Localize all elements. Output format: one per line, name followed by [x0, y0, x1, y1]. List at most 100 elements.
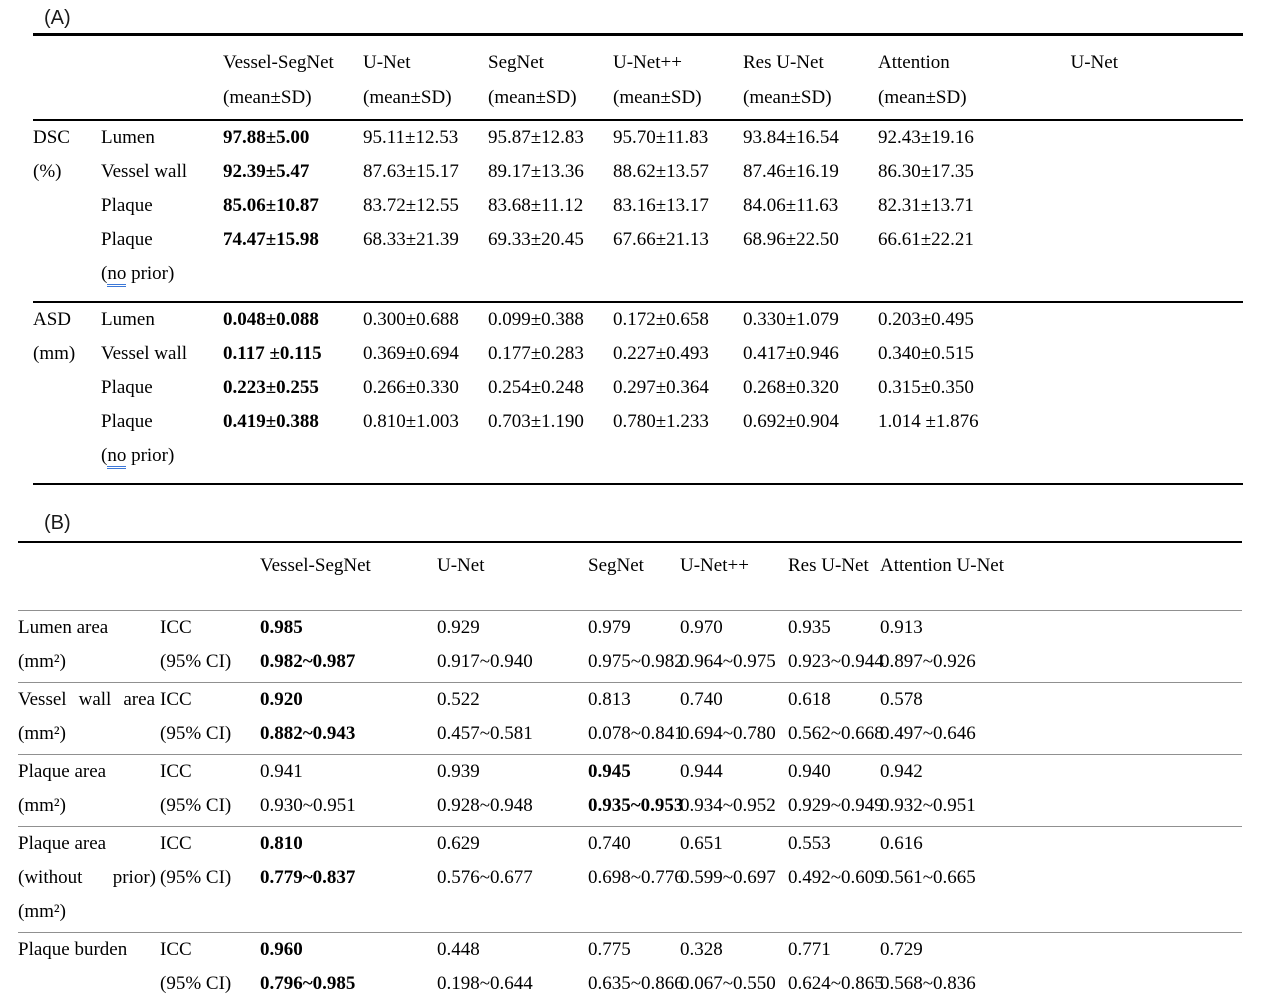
row-label: Plaque (no prior) — [101, 405, 223, 484]
column-header-name: U-Net++ — [613, 52, 682, 73]
value-cell: 0.982~0.987 — [260, 651, 356, 672]
column-header-name: Vessel-SegNet — [223, 52, 334, 73]
value-cell: 66.61±22.21 — [878, 229, 974, 250]
value-cell: 0.198~0.644 — [437, 973, 533, 994]
table-row: Plaque area ICC 0.810 0.629 0.740 0.651 … — [18, 827, 1242, 862]
table-b-header: Vessel-SegNet U-Net SegNet U-Net++ Res U… — [18, 542, 1242, 611]
value-cell: 74.47±15.98 — [223, 229, 319, 250]
metric-unit: (%) — [33, 161, 62, 182]
value-cell: 0.920 — [260, 689, 303, 710]
table-row: Vessel wall area ICC 0.920 0.522 0.813 0… — [18, 683, 1242, 718]
value-cell: 0.330±1.079 — [743, 309, 839, 330]
table-row: Plaque 0.223±0.255 0.266±0.330 0.254±0.2… — [33, 371, 1243, 405]
value-cell: 67.66±21.13 — [613, 229, 709, 250]
stat-label: ICC — [160, 689, 192, 710]
column-header: Vessel-SegNet (mean±SD) — [223, 35, 363, 121]
table-b: Vessel-SegNet U-Net SegNet U-Net++ Res U… — [18, 541, 1242, 1002]
table-row: Vessel wall 92.39±5.47 87.63±15.17 89.17… — [33, 155, 1243, 189]
value-cell: 95.11±12.53 — [363, 127, 459, 148]
value-cell: 0.930~0.951 — [260, 795, 356, 816]
value-cell: 0.651 — [680, 833, 723, 854]
value-cell: 92.43±19.16 — [878, 127, 974, 148]
value-cell: 0.203±0.495 — [878, 309, 974, 330]
value-cell: 0.099±0.388 — [488, 309, 584, 330]
column-header: Res U-Net — [788, 555, 869, 576]
table-row: Plaque 85.06±10.87 83.72±12.55 83.68±11.… — [33, 189, 1243, 223]
value-cell: 0.944 — [680, 761, 723, 782]
value-cell: 0.578 — [880, 689, 923, 710]
value-cell: 84.06±11.63 — [743, 195, 839, 216]
row-label: (mm²) — [18, 795, 66, 816]
value-cell: 0.928~0.948 — [437, 795, 533, 816]
value-cell: 0.941 — [260, 761, 303, 782]
value-cell: 0.599~0.697 — [680, 867, 776, 888]
value-cell: 0.923~0.944 — [788, 651, 884, 672]
value-cell: 0.964~0.975 — [680, 651, 776, 672]
value-cell: 86.30±17.35 — [878, 161, 974, 182]
value-cell: 0.078~0.841 — [588, 723, 684, 744]
column-header-subtitle: (mean±SD) — [488, 87, 577, 108]
table-row: Lumen area ICC 0.985 0.929 0.979 0.970 0… — [18, 611, 1242, 646]
value-cell: 68.33±21.39 — [363, 229, 459, 250]
table-row: (mm²) (95% CI) 0.882~0.943 0.457~0.581 0… — [18, 717, 1242, 755]
value-cell: 0.929 — [437, 617, 480, 638]
table-row: Plaque (no prior) 74.47±15.98 68.33±21.3… — [33, 223, 1243, 302]
table-row: Plaque area ICC 0.941 0.939 0.945 0.944 … — [18, 755, 1242, 790]
value-cell: 95.70±11.83 — [613, 127, 709, 148]
section-a-label: (A) — [44, 7, 71, 29]
stat-label: ICC — [160, 833, 192, 854]
value-cell: 0.635~0.866 — [588, 973, 684, 994]
value-cell: 0.882~0.943 — [260, 723, 356, 744]
row-label: Lumen — [101, 127, 155, 148]
value-cell: 0.266±0.330 — [363, 377, 459, 398]
value-cell: 0.492~0.609 — [788, 867, 884, 888]
value-cell: 0.328 — [680, 939, 723, 960]
value-cell: 83.72±12.55 — [363, 195, 459, 216]
value-cell: 83.68±11.12 — [488, 195, 584, 216]
value-cell: 85.06±10.87 — [223, 195, 319, 216]
column-header-subtitle: (mean±SD) — [613, 87, 702, 108]
value-cell: 0.624~0.865 — [788, 973, 884, 994]
column-header-subtitle: (mean±SD) — [878, 87, 967, 108]
metric-cell: ASD (mm) — [33, 302, 101, 484]
value-cell: 87.63±15.17 — [363, 161, 459, 182]
empty-header-cell — [18, 542, 160, 611]
value-cell: 88.62±13.57 — [613, 161, 709, 182]
value-cell: 0.810 — [260, 833, 303, 854]
grammar-underlined-word: no — [107, 263, 127, 287]
value-cell: 0.576~0.677 — [437, 867, 533, 888]
value-cell: 82.31±13.71 — [878, 195, 974, 216]
value-cell: 0.897~0.926 — [880, 651, 976, 672]
row-label: Plaque area — [18, 761, 107, 782]
table-row: Plaque burden ICC 0.960 0.448 0.775 0.32… — [18, 933, 1242, 968]
row-label — [18, 967, 160, 1002]
row-label: Plaque — [101, 377, 153, 398]
table-row: (95% CI) 0.796~0.985 0.198~0.644 0.635~0… — [18, 967, 1242, 1002]
value-cell: 92.39±5.47 — [223, 161, 310, 182]
value-cell: 0.694~0.780 — [680, 723, 776, 744]
value-cell: 0.813 — [588, 689, 631, 710]
row-label: (mm²) — [18, 723, 66, 744]
metric-label: DSC — [33, 127, 70, 148]
value-cell: 0.692±0.904 — [743, 411, 839, 432]
value-cell: 0.970 — [680, 617, 723, 638]
column-header-subtitle: (mean±SD) — [743, 87, 832, 108]
value-cell: 0.340±0.515 — [878, 343, 974, 364]
column-header-subtitle: (mean±SD) — [223, 87, 312, 108]
value-cell: 0.975~0.982 — [588, 651, 684, 672]
value-cell: 0.177±0.283 — [488, 343, 584, 364]
value-cell: 0.740 — [680, 689, 723, 710]
plaque-area-group: Plaque area ICC 0.941 0.939 0.945 0.944 … — [18, 755, 1242, 827]
vessel-wall-area-group: Vessel wall area ICC 0.920 0.522 0.813 0… — [18, 683, 1242, 755]
value-cell: 87.46±16.19 — [743, 161, 839, 182]
row-label: (without prior) (mm²) — [18, 861, 160, 933]
table-row: (mm²) (95% CI) 0.982~0.987 0.917~0.940 0… — [18, 645, 1242, 683]
value-cell: 0.561~0.665 — [880, 867, 976, 888]
column-header: Attention U-Net — [880, 555, 1005, 576]
row-label-line2: (no prior) — [101, 257, 223, 291]
row-label: Vessel wall — [101, 343, 188, 364]
value-cell: 0.117 ±0.115 — [223, 343, 322, 364]
row-label-line2: (without prior) — [18, 867, 156, 888]
value-cell: 0.048±0.088 — [223, 309, 319, 330]
row-label: Vessel wall — [101, 161, 188, 182]
